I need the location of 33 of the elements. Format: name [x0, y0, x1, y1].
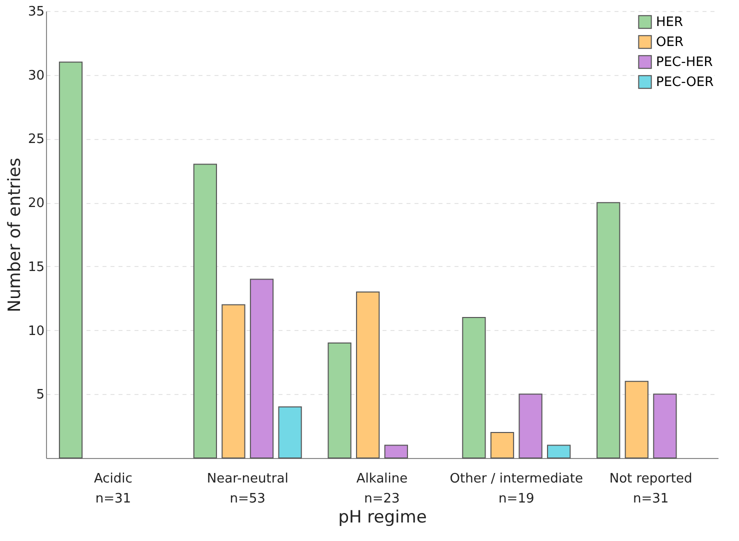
bar	[222, 304, 246, 458]
bar	[58, 62, 83, 458]
y-tick-label: 10	[28, 324, 44, 339]
bar	[462, 317, 486, 458]
bar	[278, 406, 302, 458]
bar	[624, 380, 648, 458]
bar	[547, 444, 571, 458]
x-tick-label: Near-neutral n=53	[206, 472, 288, 506]
bar	[518, 394, 542, 458]
x-tick-label: Acidic n=31	[94, 472, 132, 506]
y-axis-title: Number of entries	[4, 158, 25, 312]
y-tick-label: 15	[28, 260, 44, 275]
y-tick-label: 35	[28, 4, 44, 20]
y-tick-label: 25	[28, 132, 44, 148]
bar	[490, 432, 514, 458]
y-tick-label: 5	[36, 388, 44, 403]
x-tick-label: Not reported n=31	[609, 472, 692, 506]
x-axis-title: pH regime	[338, 508, 427, 528]
bar	[653, 394, 677, 458]
bar	[193, 164, 217, 458]
x-tick-label: Other / intermediate n=19	[450, 472, 584, 506]
y-tick-label: 30	[28, 68, 44, 84]
bar	[328, 342, 352, 458]
bar	[384, 444, 408, 458]
y-tick-label: 20	[28, 196, 44, 212]
legend-label: OER	[656, 35, 684, 50]
bar	[356, 291, 380, 458]
legend-label: PEC-OER	[656, 75, 714, 90]
legend-label: PEC-HER	[656, 55, 713, 70]
bar	[596, 202, 620, 458]
legend-label: HER	[656, 15, 684, 30]
x-tick-label: Alkaline n=23	[356, 472, 408, 506]
bar	[250, 278, 274, 458]
